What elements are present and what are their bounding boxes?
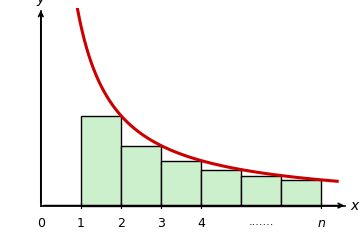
Text: 1: 1 <box>77 217 85 230</box>
Bar <box>281 180 321 206</box>
Text: x: x <box>350 198 358 212</box>
Bar <box>201 170 241 205</box>
Text: 0: 0 <box>37 217 45 230</box>
Bar <box>241 176 281 206</box>
Bar <box>81 116 121 206</box>
Text: 4: 4 <box>197 217 205 230</box>
Text: 2: 2 <box>117 217 125 230</box>
Text: y: y <box>37 0 45 6</box>
Text: .......: ....... <box>248 217 274 227</box>
Text: 3: 3 <box>157 217 165 230</box>
Text: n: n <box>317 217 325 230</box>
Bar <box>121 146 161 206</box>
Bar <box>161 160 201 206</box>
